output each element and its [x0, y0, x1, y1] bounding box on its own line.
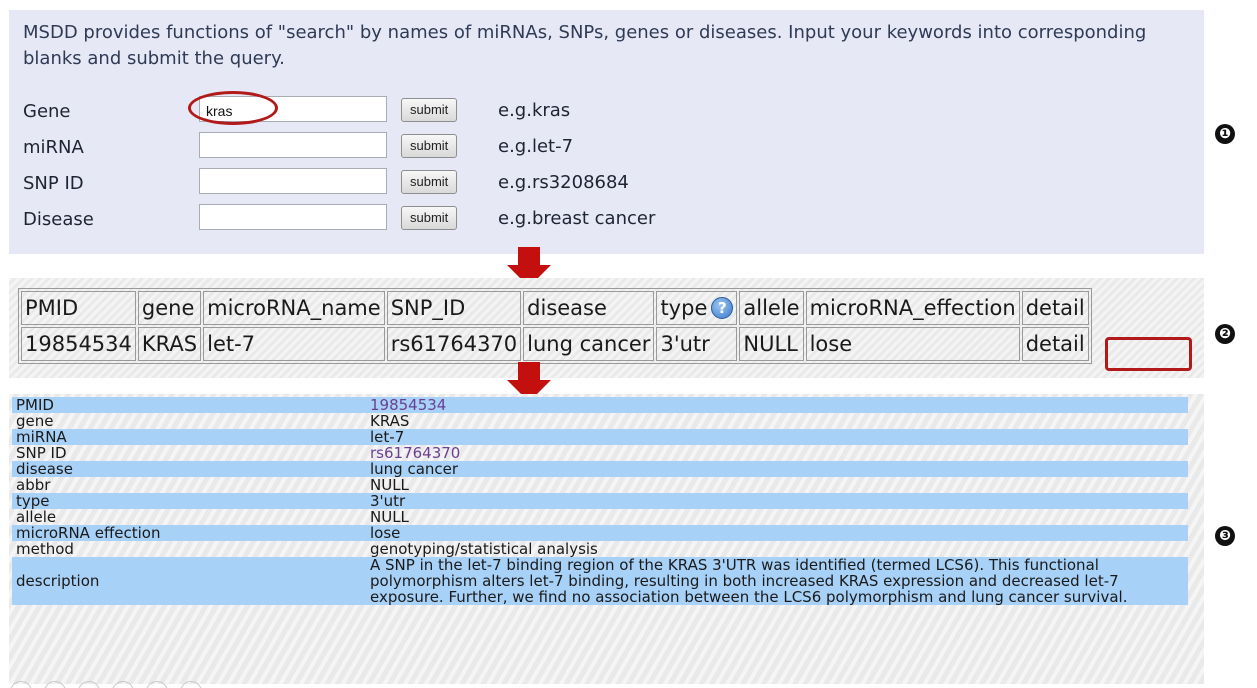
detail-label: type — [16, 492, 50, 510]
detail-row-type: type 3'utr — [12, 493, 1188, 509]
detail-label: microRNA effection — [16, 524, 161, 542]
header-gene: gene — [137, 291, 202, 325]
disease-submit-button[interactable]: submit — [401, 206, 458, 230]
result-table: PMID gene microRNA_name SNP_ID disease t… — [18, 288, 1092, 364]
detail-row-mirna: miRNA let-7 — [12, 429, 1188, 445]
header-snp-id: SNP_ID — [386, 291, 522, 325]
search-row-snp: SNP ID submit e.g.rs3208684 — [23, 167, 923, 203]
detail-description-value: A SNP in the let-7 binding region of the… — [370, 556, 1128, 606]
detail-label: miRNA — [16, 428, 67, 446]
circle-icon — [44, 681, 66, 688]
header-type: type? — [656, 291, 738, 325]
bottom-icon-strip — [10, 681, 240, 688]
detail-pmid-link[interactable]: 19854534 — [370, 396, 447, 414]
disease-label: Disease — [23, 209, 94, 230]
search-row-gene: Gene submit e.g.kras — [23, 91, 923, 131]
detail-value: lung cancer — [370, 460, 459, 478]
search-row-disease: Disease submit e.g.breast cancer — [23, 203, 923, 239]
detail-row-effection: microRNA effection lose — [12, 525, 1188, 541]
circle-icon — [146, 681, 168, 688]
header-allele: allele — [739, 291, 804, 325]
detail-value: let-7 — [370, 428, 405, 446]
detail-row-snp: SNP ID rs61764370 — [12, 445, 1188, 461]
detail-label: allele — [16, 508, 57, 526]
detail-label: gene — [16, 412, 54, 430]
allele-cell: NULL — [739, 327, 804, 361]
mirna-input[interactable] — [199, 132, 387, 158]
step-marker-1: ❶ — [1215, 124, 1235, 144]
detail-value: NULL — [370, 508, 409, 526]
detail-row-allele: allele NULL — [12, 509, 1188, 525]
step-marker-2: ❷ — [1215, 324, 1235, 344]
effection-cell: lose — [805, 327, 1020, 361]
detail-row-pmid: PMID 19854534 — [12, 397, 1188, 413]
detail-label: method — [16, 540, 74, 558]
circle-icon — [112, 681, 134, 688]
detail-value: lose — [370, 524, 401, 542]
detail-row-description: description A SNP in the let-7 binding r… — [12, 557, 1188, 605]
snp-submit-button[interactable]: submit — [401, 170, 458, 194]
header-microrna-name: microRNA_name — [203, 291, 385, 325]
detail-value: 3'utr — [370, 492, 406, 510]
detail-row-method: method genotyping/statistical analysis — [12, 541, 1188, 557]
detail-value: KRAS — [370, 412, 410, 430]
detail-value: NULL — [370, 476, 409, 494]
pmid-link[interactable]: 19854534 — [21, 327, 136, 361]
header-type-label: type — [660, 296, 708, 320]
detail-value: genotyping/statistical analysis — [370, 540, 598, 558]
disease-cell: lung cancer — [523, 327, 655, 361]
gene-label: Gene — [23, 101, 71, 122]
mirna-example: e.g.let-7 — [498, 136, 574, 157]
header-disease: disease — [523, 291, 655, 325]
microrna-name-cell: let-7 — [203, 327, 385, 361]
circle-icon — [78, 681, 100, 688]
circle-icon — [180, 681, 202, 688]
detail-row-gene: gene KRAS — [12, 413, 1188, 429]
snp-id-link[interactable]: rs61764370 — [386, 327, 522, 361]
search-intro-text: MSDD provides functions of "search" by n… — [23, 22, 1147, 69]
detail-label: abbr — [16, 476, 51, 494]
detail-snp-link[interactable]: rs61764370 — [370, 444, 461, 462]
table-row: 19854534 KRAS let-7 rs61764370 lung canc… — [21, 327, 1089, 361]
gene-example: e.g.kras — [498, 100, 571, 121]
detail-row-abbr: abbr NULL — [12, 477, 1188, 493]
detail-label: PMID — [16, 396, 54, 414]
mirna-submit-button[interactable]: submit — [401, 134, 458, 158]
snp-label: SNP ID — [23, 173, 84, 194]
help-icon[interactable]: ? — [711, 297, 734, 319]
gene-input[interactable] — [199, 96, 387, 122]
disease-example: e.g.breast cancer — [498, 208, 656, 229]
detail-row-disease: disease lung cancer — [12, 461, 1188, 477]
header-detail: detail — [1021, 291, 1089, 325]
mirna-label: miRNA — [23, 137, 84, 158]
disease-input[interactable] — [199, 204, 387, 230]
result-panel — [9, 278, 1204, 378]
detail-label: description — [16, 572, 100, 590]
gene-submit-button[interactable]: submit — [401, 98, 458, 122]
snp-input[interactable] — [199, 168, 387, 194]
header-microrna-effection: microRNA_effection — [805, 291, 1020, 325]
type-cell: 3'utr — [656, 327, 738, 361]
search-form: Gene submit e.g.kras miRNA submit e.g.le… — [23, 91, 923, 239]
detail-label: SNP ID — [16, 444, 67, 462]
detail-link[interactable]: detail — [1021, 327, 1089, 361]
gene-cell: KRAS — [137, 327, 202, 361]
detail-label: disease — [16, 460, 73, 478]
circle-icon — [10, 681, 32, 688]
step-marker-3: ❸ — [1215, 526, 1235, 546]
detail-table: PMID 19854534 gene KRAS miRNA let-7 SNP … — [12, 397, 1188, 605]
result-header-row: PMID gene microRNA_name SNP_ID disease t… — [21, 291, 1089, 325]
header-pmid: PMID — [21, 291, 136, 325]
search-row-mirna: miRNA submit e.g.let-7 — [23, 131, 923, 167]
snp-example: e.g.rs3208684 — [498, 172, 629, 193]
